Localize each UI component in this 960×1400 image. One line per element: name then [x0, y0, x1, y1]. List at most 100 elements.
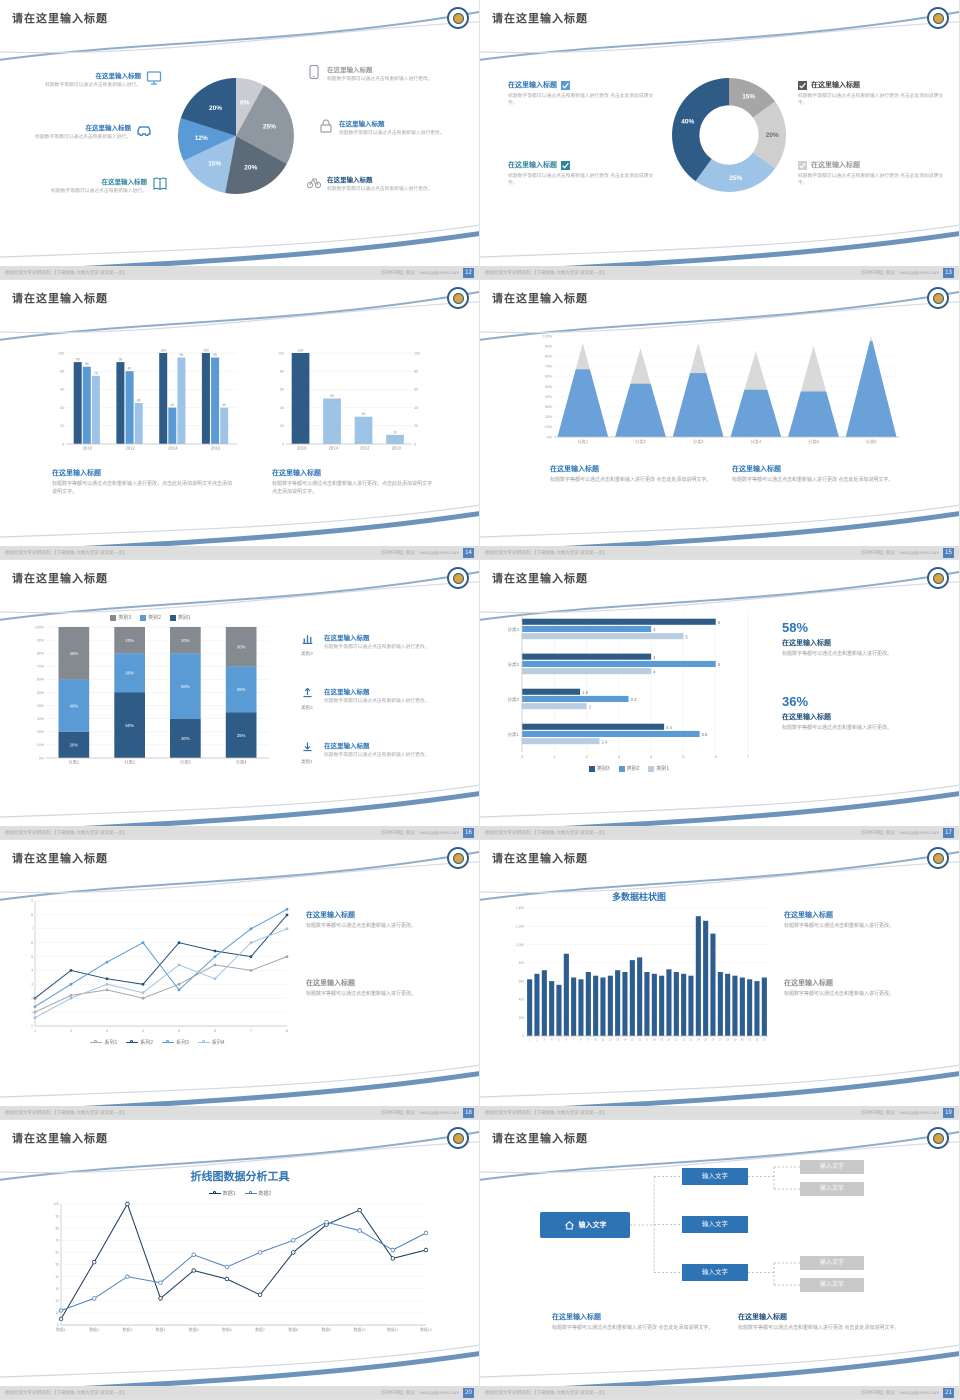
footer-site: 【四季开网】网址：www.pptjpmius.com: [858, 1109, 939, 1115]
svg-text:0%: 0%: [547, 435, 553, 439]
svg-text:70%: 70%: [545, 365, 553, 369]
slide-12-thumbnail[interactable]: 请在这里输入标题 在这里输入标题 标题数字等都可以通过点击和重新输入进行。 在这里…: [0, 0, 480, 280]
svg-text:40: 40: [414, 406, 418, 410]
monitor-icon: [146, 70, 162, 86]
horizontal-bar-chart: 0 1 2 3 4 5 6 7 6 4 5 分类4 4 6 4 分类3 1.8 3.3 2 分类2 4.4 5.5 2.4 分…: [507, 612, 750, 772]
callout-desc: 标题数字等都可以通过点击和重新输入进行。: [35, 135, 131, 140]
page-number: 17: [943, 827, 954, 838]
slide-16-thumbnail[interactable]: 请在这里输入标题 类别3 类别2 类别1 0% 10% 20% 30% 40% 50% 60% 70…: [0, 560, 480, 840]
slide-footer: 模板欣赏文字说明适用：【下载模板-文稿片欣赏-就读第一页】 【四季开网】网址：ww…: [480, 546, 959, 559]
svg-text:3: 3: [618, 754, 621, 759]
svg-text:95: 95: [180, 353, 184, 357]
svg-text:1: 1: [34, 1029, 36, 1033]
svg-text:2: 2: [585, 754, 588, 759]
bar-chart-icon: [301, 632, 314, 645]
svg-text:6: 6: [715, 754, 718, 759]
bar-chart: 0 0 20 20 40 40 60 60 80 80 100 100 100 2016 50 2014 30 2…: [270, 346, 428, 454]
svg-text:数据11: 数据11: [387, 1327, 399, 1332]
svg-text:40%: 40%: [70, 651, 79, 656]
svg-text:6: 6: [31, 941, 33, 945]
text-block: 在这里输入标题 标题数字等都可以通过点击和重新输入进行更改。: [306, 978, 454, 999]
svg-text:分类5: 分类5: [808, 438, 819, 445]
svg-text:分类3: 分类3: [693, 438, 704, 445]
svg-text:100: 100: [298, 349, 304, 353]
svg-text:21: 21: [675, 1038, 678, 1042]
checkbox-icon: [561, 80, 570, 90]
bicycle-icon: [306, 174, 322, 190]
svg-text:100: 100: [278, 351, 284, 355]
svg-text:12%: 12%: [195, 135, 208, 142]
slide-heading: 请在这里输入标题: [12, 853, 108, 865]
svg-text:4: 4: [653, 655, 656, 660]
stat-percentage: 58%: [782, 620, 809, 635]
checkbox-icon: [798, 160, 807, 170]
home-icon: [564, 1220, 575, 1231]
feature-row: 类别1 在这里输入标题 标题数字等都可以通过点击和重新输入进行更改。: [296, 740, 466, 765]
svg-text:4: 4: [653, 627, 656, 632]
svg-text:8%: 8%: [240, 99, 250, 106]
slide-17-thumbnail[interactable]: 请在这里输入标题 0 1 2 3 4 5 6 7 6 4 5 分类4 4 6 4 分类3 1.8 3.3 2 分类2 4…: [480, 560, 960, 840]
svg-text:32: 32: [756, 1038, 759, 1042]
text-block: 在这里输入标题 标题数字等都可以通过点击和重新输入进行更改。: [784, 978, 934, 999]
stacked-bar-chart: 类别3 类别2 类别1 0% 10% 20% 30% 40% 50% 60% 70% 80% 90% 10…: [28, 612, 273, 768]
svg-text:28: 28: [726, 1038, 729, 1042]
checkbox-icon: [798, 80, 807, 90]
svg-text:分类6: 分类6: [866, 438, 877, 445]
svg-text:30%: 30%: [237, 644, 246, 649]
svg-text:3: 3: [106, 1029, 108, 1033]
feature-tag: 类别2: [301, 705, 313, 710]
slide-20-thumbnail[interactable]: 请在这里输入标题 折线图数据分析工具 数据1 数据2 0 10 20 30 40 50 60 70…: [0, 1120, 480, 1400]
slide-footer: 模板欣赏文字说明适用：【下载模板-文稿片欣赏-就读第一页】 【四季开网】网址：ww…: [480, 1106, 959, 1119]
svg-text:1: 1: [529, 1038, 531, 1042]
slide-footer: 模板欣赏文字说明适用：【下载模板-文稿片欣赏-就读第一页】 【四季开网】网址：ww…: [0, 1106, 479, 1119]
svg-text:1.8: 1.8: [582, 690, 588, 695]
svg-text:数据8: 数据8: [288, 1327, 298, 1332]
svg-text:分类3: 分类3: [507, 661, 519, 668]
svg-text:60: 60: [414, 388, 418, 392]
svg-text:20%: 20%: [545, 415, 553, 419]
footer-site: 【四季开网】网址：www.pptjpmius.com: [858, 549, 939, 555]
slide-14-thumbnail[interactable]: 请在这里输入标题 0 20 40 60 80 100 90 85 75 2010 90 80 45 201…: [0, 280, 480, 560]
svg-text:10: 10: [55, 1311, 59, 1315]
svg-text:8: 8: [31, 913, 33, 917]
slide-21-thumbnail[interactable]: 请在这里输入标题 输入文字 输入文字 输入文字 输入文字 输入文字 输入文字 输…: [480, 1120, 960, 1400]
check-item-title: 在这里输入标题: [508, 162, 557, 169]
slide-15-thumbnail[interactable]: 请在这里输入标题 0% 10% 20% 30% 40% 50% 60% 70% 80% 90% 10…: [480, 280, 960, 560]
svg-text:50%: 50%: [37, 691, 45, 695]
slide-19-thumbnail[interactable]: 请在这里输入标题 多数据柱状图 0 200 400 600 800 1,000 1,200 1…: [480, 840, 960, 1120]
svg-text:数据6: 数据6: [222, 1327, 232, 1332]
slide-18-thumbnail[interactable]: 请在这里输入标题 0 1 2 3 4 5 6 7 8 9 1 2 3 4 5 6 7 8 系列1 系列2 系列3 系列4 …: [0, 840, 480, 1120]
svg-text:7: 7: [31, 927, 33, 931]
svg-text:4: 4: [142, 1029, 144, 1033]
svg-text:20: 20: [280, 424, 284, 428]
svg-text:60%: 60%: [37, 678, 45, 682]
svg-text:19: 19: [660, 1038, 663, 1042]
slide-footer: 模板欣赏文字说明适用：【下载模板-文稿片欣赏-就读第一页】 【四季开网】网址：ww…: [480, 826, 959, 839]
svg-text:分类2: 分类2: [507, 696, 519, 703]
text-block-desc: 标题数字等都可以通过点击和重新输入进行更改，点击此处添加说明文字点击添加说明文字…: [272, 481, 433, 495]
feature-desc: 标题数字等都可以通过点击和重新输入进行更改。: [324, 753, 430, 758]
svg-text:分类2: 分类2: [124, 759, 135, 766]
text-block: 在这里输入标题 标题数字等都可以通过点击和重新输入进行更改 点击此处添加说明文字…: [732, 464, 908, 485]
footer-site: 【四季开网】网址：www.pptjpmius.com: [378, 549, 459, 555]
text-block-title: 在这里输入标题: [552, 1314, 601, 1321]
svg-text:13: 13: [616, 1038, 619, 1042]
svg-text:30%: 30%: [545, 405, 553, 409]
svg-text:分类1: 分类1: [577, 438, 588, 445]
svg-text:20%: 20%: [125, 638, 134, 643]
stat-percentage: 36%: [782, 694, 809, 709]
svg-text:20: 20: [668, 1038, 671, 1042]
svg-text:5: 5: [682, 754, 685, 759]
text-block-title: 在这里输入标题: [732, 466, 781, 473]
svg-text:15: 15: [631, 1038, 634, 1042]
footer-note: 模板欣赏文字说明适用：【下载模板-文稿片欣赏-就读第一页】: [5, 549, 128, 555]
svg-text:40: 40: [170, 403, 174, 407]
flow-node: 输入文字: [682, 1168, 748, 1185]
slide-13-thumbnail[interactable]: 请在这里输入标题 在这里输入标题 标题数字等都可以通过点击和重新输入进行更改 点…: [480, 0, 960, 280]
page-number: 13: [943, 267, 954, 278]
check-item: 在这里输入标题 标题数字等都可以通过点击和重新输入进行更改 点击此处添加说明文字…: [508, 80, 658, 107]
text-block-desc: 标题数字等都可以通过点击和重新输入进行更改 点击此处添加说明文字。: [550, 477, 712, 483]
feature-title: 在这里输入标题: [324, 743, 370, 750]
text-block-desc: 标题数字等都可以通过点击和重新输入进行更改 点击此处添加说明文字。: [552, 1325, 714, 1331]
